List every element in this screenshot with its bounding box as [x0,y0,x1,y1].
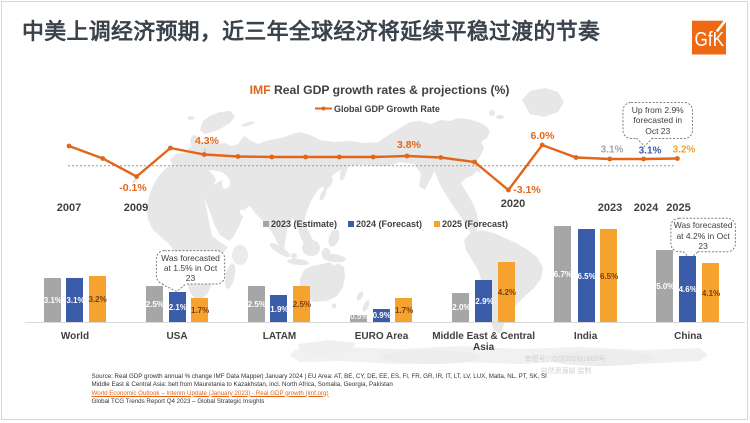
svg-text:GfK: GfK [695,29,725,51]
